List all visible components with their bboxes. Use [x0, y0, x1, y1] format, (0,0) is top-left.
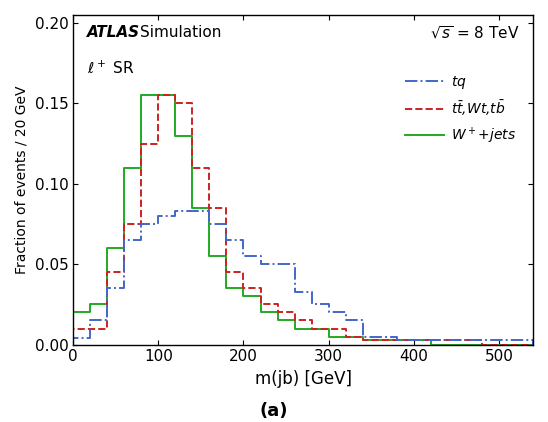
Text: (a): (a): [260, 402, 288, 420]
Legend: $tq$, $t\bar{t}$,$Wt$,$t\bar{b}$, $W^+$+jets: $tq$, $t\bar{t}$,$Wt$,$t\bar{b}$, $W^+$+…: [399, 68, 522, 151]
Text: $\ell^+$ SR: $\ell^+$ SR: [87, 60, 135, 77]
Y-axis label: Fraction of events / 20 GeV: Fraction of events / 20 GeV: [15, 86, 29, 274]
X-axis label: m(jb) [GeV]: m(jb) [GeV]: [255, 370, 352, 388]
Text: $\sqrt{s}$ = 8 TeV: $\sqrt{s}$ = 8 TeV: [430, 25, 519, 42]
Text: ATLAS: ATLAS: [87, 25, 140, 40]
Text: Simulation: Simulation: [140, 25, 221, 40]
